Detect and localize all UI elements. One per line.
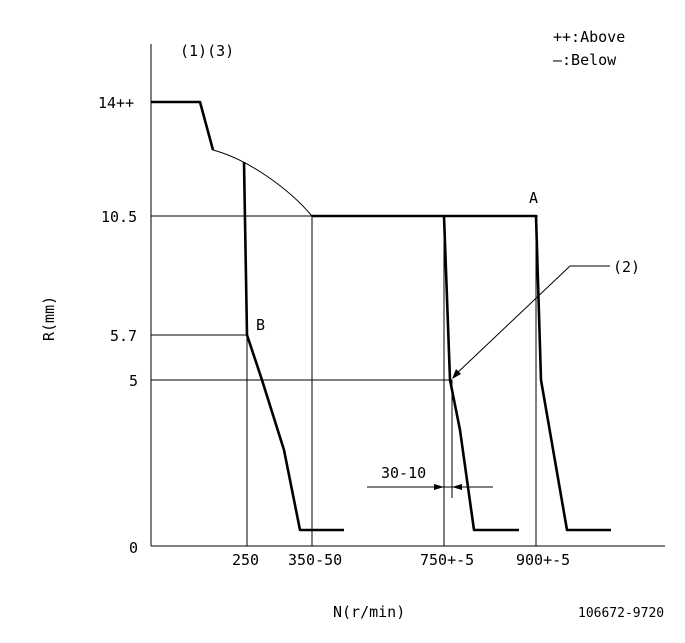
callout-leader [453, 265, 610, 377]
y-axis-label: R(mm) [40, 296, 58, 341]
callout-label: (2) [613, 258, 640, 276]
legend-below: —:Below [553, 51, 617, 69]
point-a-label: A [529, 189, 538, 207]
point-b-label: B [256, 316, 265, 334]
x-tick-900: 900+-5 [516, 551, 570, 569]
y-tick-5-7: 5.7 [110, 327, 137, 345]
curve-mid [442, 215, 519, 532]
callout-arrowhead [452, 369, 461, 379]
x-tick-750: 750+-5 [420, 551, 474, 569]
curve-full-load [312, 214, 611, 532]
x-tick-250: 250 [232, 551, 259, 569]
part-number: 106672-9720 [578, 606, 664, 621]
boundary-curve [212, 149, 313, 217]
legend-above: ++:Above [553, 28, 625, 46]
y-tick-10-5: 10.5 [101, 208, 137, 226]
y-tick-14: 14++ [98, 94, 134, 112]
curve-upper [151, 100, 215, 151]
y-tick-0: 0 [129, 539, 138, 557]
x-axis-label: N(r/min) [333, 603, 405, 621]
dimension-arrow-right [452, 484, 462, 490]
notes-label: (1)(3) [180, 42, 234, 60]
dimension-arrow-left [434, 484, 444, 490]
x-tick-350: 350-50 [288, 551, 342, 569]
y-tick-5: 5 [129, 372, 138, 390]
curve-low-idle [242, 161, 344, 532]
dimension-label: 30-10 [381, 464, 426, 482]
